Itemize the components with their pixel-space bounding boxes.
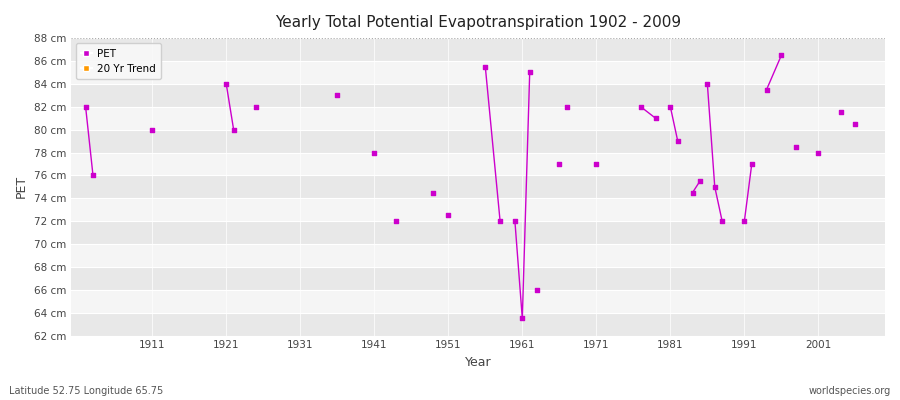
Point xyxy=(515,315,529,322)
Title: Yearly Total Potential Evapotranspiration 1902 - 2009: Yearly Total Potential Evapotranspiratio… xyxy=(274,15,681,30)
Point xyxy=(441,212,455,219)
Point xyxy=(634,104,648,110)
Legend: PET, 20 Yr Trend: PET, 20 Yr Trend xyxy=(76,43,161,79)
Point xyxy=(523,69,537,76)
Point xyxy=(648,115,662,121)
Bar xyxy=(71,267,885,290)
Point xyxy=(848,121,862,127)
Text: Latitude 52.75 Longitude 65.75: Latitude 52.75 Longitude 65.75 xyxy=(9,386,163,396)
Point xyxy=(700,81,715,87)
Point xyxy=(590,161,604,167)
Y-axis label: PET: PET xyxy=(15,175,28,198)
Text: worldspecies.org: worldspecies.org xyxy=(809,386,891,396)
Bar xyxy=(71,38,885,61)
Point xyxy=(219,81,233,87)
Point xyxy=(737,218,751,224)
Point xyxy=(686,189,700,196)
Point xyxy=(86,172,100,179)
Point xyxy=(774,52,788,58)
Point xyxy=(478,64,492,70)
Bar xyxy=(71,290,885,313)
Point xyxy=(367,149,382,156)
Point xyxy=(508,218,522,224)
Point xyxy=(493,218,508,224)
Point xyxy=(78,104,93,110)
Point xyxy=(670,138,685,144)
Point xyxy=(390,218,404,224)
Bar xyxy=(71,244,885,267)
Bar xyxy=(71,152,885,176)
Point xyxy=(427,189,441,196)
X-axis label: Year: Year xyxy=(464,356,491,369)
Point xyxy=(552,161,566,167)
Point xyxy=(789,144,804,150)
Point xyxy=(833,109,848,116)
Point xyxy=(811,149,825,156)
Point xyxy=(145,126,159,133)
Point xyxy=(715,218,729,224)
Point xyxy=(248,104,263,110)
Point xyxy=(693,178,707,184)
Bar xyxy=(71,221,885,244)
Point xyxy=(227,126,241,133)
Point xyxy=(530,287,544,293)
Bar xyxy=(71,198,885,221)
Point xyxy=(663,104,678,110)
Bar xyxy=(71,176,885,198)
Point xyxy=(560,104,574,110)
Point xyxy=(744,161,759,167)
Point xyxy=(760,86,774,93)
Point xyxy=(330,92,345,98)
Bar xyxy=(71,61,885,84)
Bar xyxy=(71,84,885,107)
Bar xyxy=(71,107,885,130)
Point xyxy=(707,184,722,190)
Bar xyxy=(71,313,885,336)
Bar xyxy=(71,130,885,152)
